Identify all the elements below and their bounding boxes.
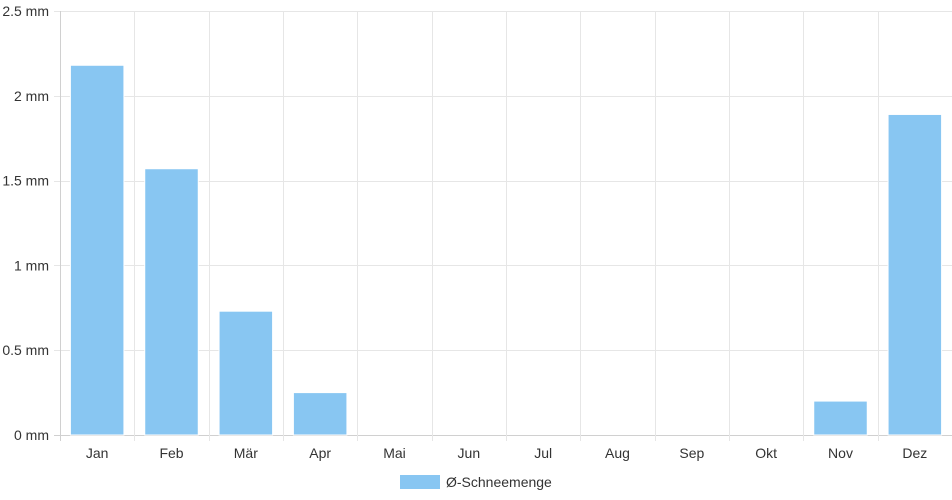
y-tick-label: 0 mm — [14, 427, 49, 443]
x-tick-label: Okt — [755, 445, 777, 461]
x-axis-ticks: Jan Feb Mär Apr Mai Jun Jul Aug Sep Okt Nov Dez — [86, 445, 927, 461]
x-tick-label: Nov — [828, 445, 853, 461]
bar-feb[interactable] — [144, 168, 199, 436]
x-tick-label: Feb — [159, 445, 183, 461]
bar-jan[interactable] — [69, 64, 125, 436]
y-gridlines — [54, 11, 952, 436]
x-tick-label: Mai — [383, 445, 406, 461]
x-tick-label: Sep — [679, 445, 704, 461]
x-tick-label: Apr — [309, 445, 331, 461]
y-tick-label: 2.5 mm — [2, 3, 49, 19]
y-axis-ticks: 0 mm 0.5 mm 1 mm 1.5 mm 2 mm 2.5 mm — [2, 3, 49, 443]
y-tick-label: 1.5 mm — [2, 173, 49, 189]
y-tick-label: 0.5 mm — [2, 342, 49, 358]
x-tick-label: Jul — [534, 445, 552, 461]
x-tick-label: Jan — [86, 445, 109, 461]
x-tick-label: Jun — [458, 445, 481, 461]
x-tick-label: Mär — [234, 445, 258, 461]
x-tick-label: Aug — [605, 445, 630, 461]
x-gridlines — [60, 11, 879, 441]
bar-dez[interactable] — [887, 113, 943, 436]
y-tick-label: 2 mm — [14, 88, 49, 104]
legend[interactable]: Ø-Schneemenge — [400, 474, 552, 490]
bar-apr[interactable] — [292, 392, 348, 436]
bars — [69, 64, 943, 436]
legend-swatch[interactable] — [400, 475, 440, 489]
bar-nov[interactable] — [813, 400, 868, 436]
x-tick-label: Dez — [902, 445, 927, 461]
legend-label[interactable]: Ø-Schneemenge — [446, 474, 552, 490]
y-tick-label: 1 mm — [14, 257, 49, 273]
bar-mär[interactable] — [218, 310, 274, 436]
